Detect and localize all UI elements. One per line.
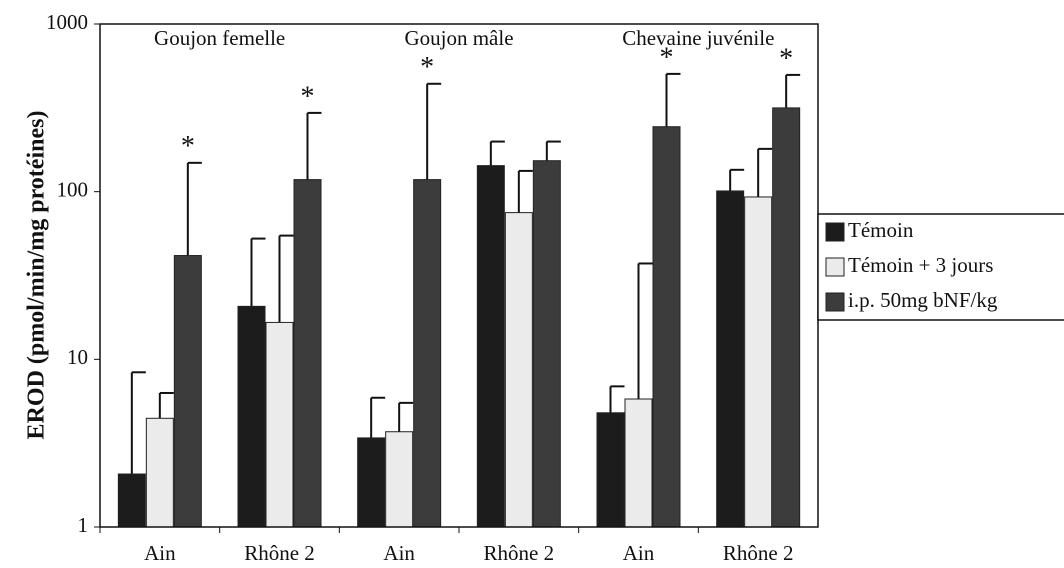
bar: [237, 305, 266, 528]
bar: [652, 126, 681, 528]
bar: [476, 165, 505, 528]
x-tick-label: Rhône 2: [723, 541, 794, 565]
y-tick-label: 1: [78, 513, 89, 537]
significance: *: [181, 131, 195, 162]
x-tick-label: Rhône 2: [244, 541, 315, 565]
bar: [173, 255, 202, 528]
bar: [145, 417, 174, 528]
significance: *: [660, 42, 674, 73]
y-axis-label: EROD (pmol/min/mg protéines): [24, 111, 50, 440]
group-label: Goujon mâle: [404, 26, 513, 50]
group-label: Goujon femelle: [154, 26, 285, 50]
bar: [413, 179, 442, 528]
bar: [532, 160, 561, 528]
x-tick-label: Ain: [623, 541, 655, 565]
bar: [624, 398, 653, 528]
bar: [117, 473, 146, 528]
legend-swatch: [825, 257, 845, 277]
legend-label: Témoin + 3 jours: [848, 253, 993, 277]
significance: *: [420, 52, 434, 83]
legend-label: Témoin: [848, 218, 914, 242]
bar: [385, 431, 414, 528]
legend-box: [817, 213, 1064, 321]
x-tick-label: Ain: [144, 541, 176, 565]
bar: [716, 190, 745, 528]
bar: [265, 321, 294, 528]
y-tick-label: 100: [57, 177, 89, 201]
bar: [744, 196, 773, 528]
legend-label: i.p. 50mg bNF/kg: [848, 288, 998, 312]
plot-frame: [99, 23, 819, 528]
bar: [596, 412, 625, 528]
y-tick-label: 10: [67, 345, 88, 369]
significance: *: [779, 43, 793, 74]
bar: [293, 179, 322, 528]
significance: *: [301, 81, 315, 112]
legend-swatch: [825, 292, 845, 312]
x-tick-label: Rhône 2: [484, 541, 555, 565]
x-tick-label: Ain: [383, 541, 415, 565]
bar: [357, 437, 386, 528]
bar: [772, 107, 801, 528]
bar: [504, 212, 533, 528]
group-label: Chevaine juvénile: [622, 26, 774, 50]
legend-swatch: [825, 222, 845, 242]
y-tick-label: 1000: [46, 10, 88, 34]
